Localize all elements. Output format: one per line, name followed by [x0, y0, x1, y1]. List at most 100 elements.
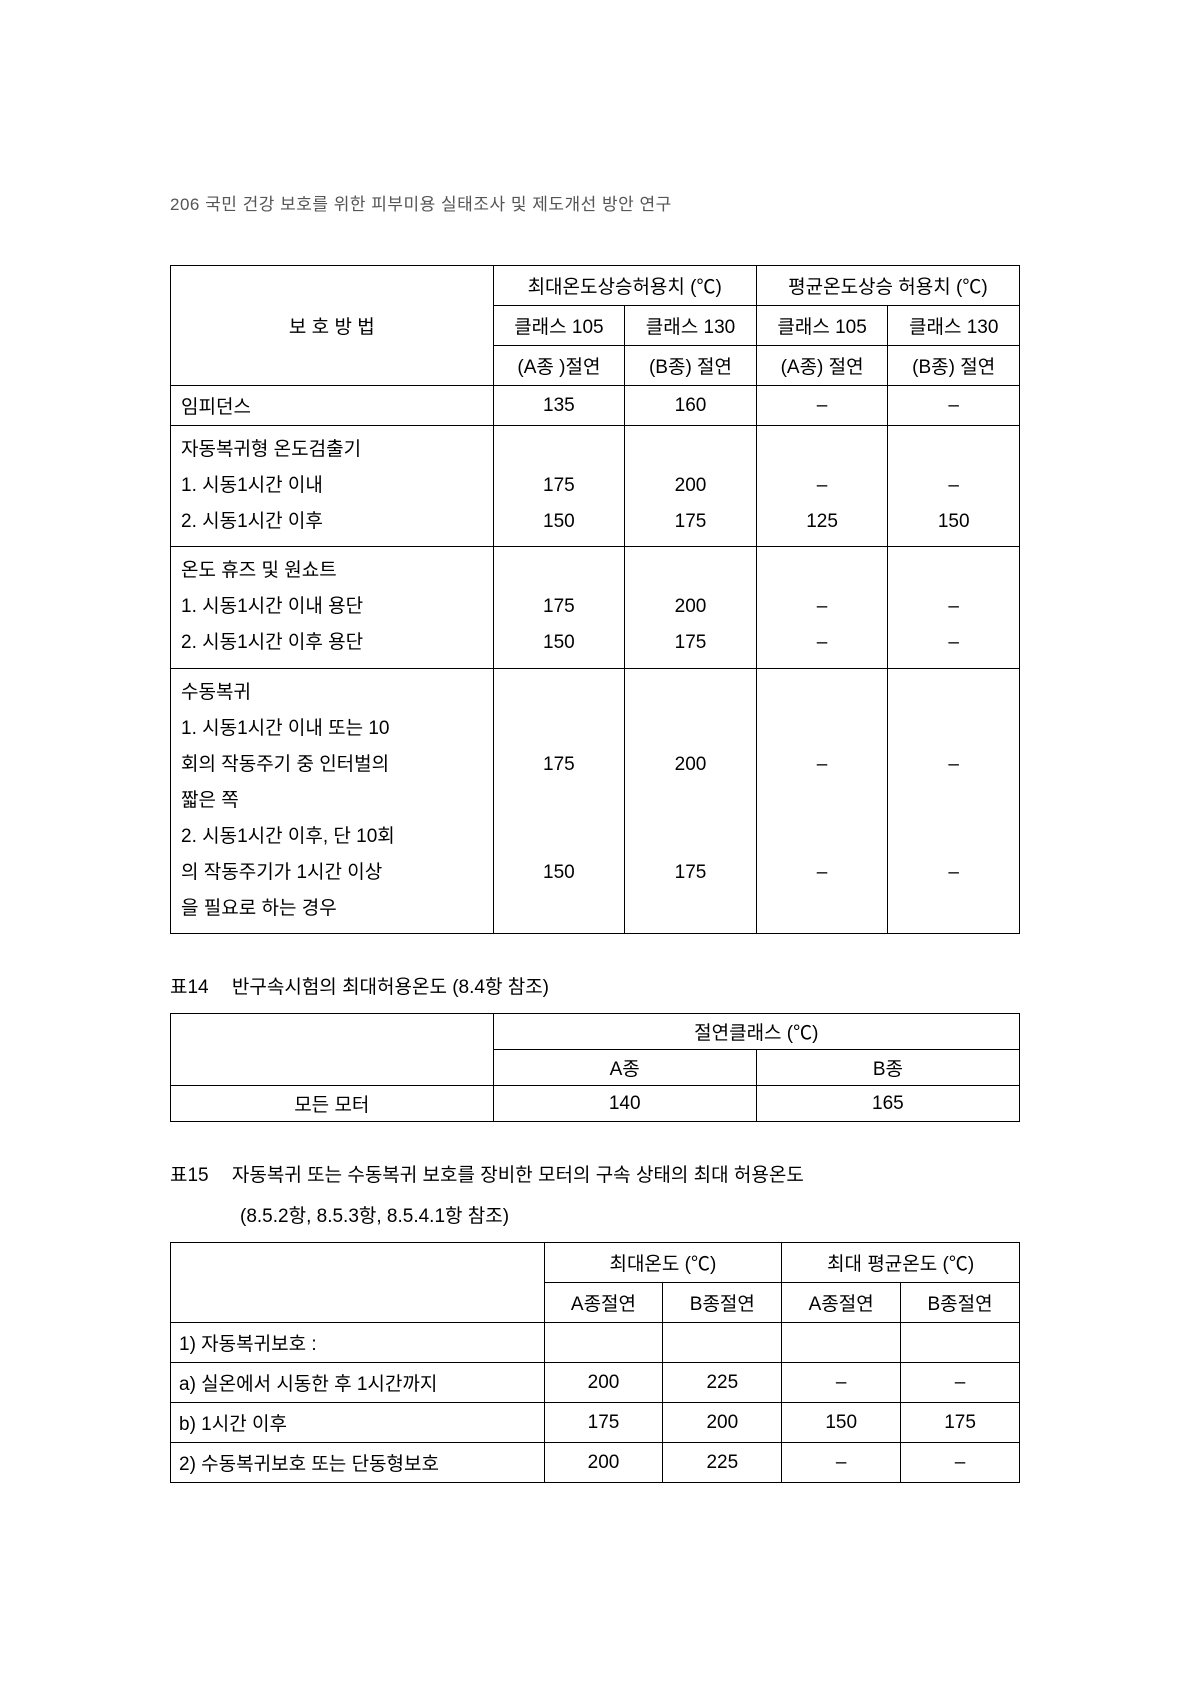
col-empty — [171, 1243, 545, 1323]
cell: – — [888, 386, 1020, 426]
cell: 160 — [625, 386, 757, 426]
cell: 140 — [493, 1086, 756, 1122]
cell: –150 — [888, 426, 1020, 547]
cell: 175150 — [493, 426, 625, 547]
row-label: b) 1시간 이후 — [171, 1403, 545, 1443]
row-sub1: 1. 시동1시간 이내 — [181, 468, 483, 504]
table-protection-method: 보 호 방 법 최대온도상승허용치 (℃) 평균온도상승 허용치 (℃) 클래스… — [170, 265, 1020, 934]
cell: – — [756, 386, 888, 426]
col-header-insulation: 절연클래스 (℃) — [493, 1014, 1019, 1050]
caption-number: 표14 — [170, 977, 209, 998]
col-a-ins: A종절연 — [782, 1283, 901, 1323]
col-a-ins2: (A종) 절연 — [756, 346, 888, 386]
cell: –125 — [756, 426, 888, 547]
table-row: 2) 수동복귀보호 또는 단동형보호 200 225 – – — [171, 1443, 1020, 1483]
page-number: 206 — [170, 195, 200, 214]
caption-number: 표15 — [170, 1165, 209, 1186]
cell: – — [782, 1363, 901, 1403]
table-14: 절연클래스 (℃) A종 B종 모든 모터 140 165 — [170, 1013, 1020, 1122]
row-title: 온도 휴즈 및 원쇼트 — [181, 553, 483, 589]
row-label: 온도 휴즈 및 원쇼트 1. 시동1시간 이내 용단 2. 시동1시간 이후 용… — [171, 547, 494, 668]
table14-caption: 표14 반구속시험의 최대허용온도 (8.4항 참조) — [170, 972, 1020, 999]
table15-caption: 표15 자동복귀 또는 수동복귀 보호를 장비한 모터의 구속 상태의 최대 허… — [170, 1160, 1020, 1228]
col-header-avg: 평균온도상승 허용치 (℃) — [756, 266, 1019, 306]
table-row: a) 실온에서 시동한 후 1시간까지 200 225 – – — [171, 1363, 1020, 1403]
col-a-ins: A종절연 — [544, 1283, 663, 1323]
col-b-ins2: (B종) 절연 — [888, 346, 1020, 386]
cell: 175 150 — [493, 668, 625, 934]
row-title: 자동복귀형 온도검출기 — [181, 432, 483, 468]
cell: 175 — [544, 1403, 663, 1443]
page-header-title: 국민 건강 보호를 위한 피부미용 실태조사 및 제도개선 방안 연구 — [205, 195, 672, 214]
col-header-avg: 최대 평균온도 (℃) — [782, 1243, 1020, 1283]
cell: 165 — [756, 1086, 1019, 1122]
cell — [782, 1323, 901, 1363]
cell: 200 — [663, 1403, 782, 1443]
page-header: 206 국민 건강 보호를 위한 피부미용 실태조사 및 제도개선 방안 연구 — [170, 190, 1020, 215]
cell: 200 — [544, 1363, 663, 1403]
table-row: 자동복귀형 온도검출기 1. 시동1시간 이내 2. 시동1시간 이후 1751… — [171, 426, 1020, 547]
cell: – – — [888, 668, 1020, 934]
row-title: 수동복귀 — [181, 675, 483, 711]
cell — [901, 1323, 1020, 1363]
col-header-method: 보 호 방 법 — [171, 266, 494, 386]
cell: – — [901, 1443, 1020, 1483]
cell: – – — [756, 668, 888, 934]
caption-text: 반구속시험의 최대허용온도 (8.4항 참조) — [232, 977, 549, 998]
col-b: B종 — [756, 1050, 1019, 1086]
row-sub: 1. 시동1시간 이내 또는 10 — [181, 711, 483, 747]
cell: – — [901, 1363, 1020, 1403]
row-sub: 2. 시동1시간 이후, 단 10회 — [181, 819, 483, 855]
caption-subtext: (8.5.2항, 8.5.3항, 8.5.4.1항 참조) — [240, 1201, 1020, 1228]
cell — [663, 1323, 782, 1363]
table-row: 온도 휴즈 및 원쇼트 1. 시동1시간 이내 용단 2. 시동1시간 이후 용… — [171, 547, 1020, 668]
row-label: 임피던스 — [171, 386, 494, 426]
cell: 175150 — [493, 547, 625, 668]
row-sub: 짧은 쪽 — [181, 783, 483, 819]
row-sub1: 1. 시동1시간 이내 용단 — [181, 589, 483, 625]
table-15: 최대온도 (℃) 최대 평균온도 (℃) A종절연 B종절연 A종절연 B종절연… — [170, 1242, 1020, 1483]
col-cls105: 클래스 105 — [493, 306, 625, 346]
col-cls105: 클래스 105 — [756, 306, 888, 346]
cell: 225 — [663, 1363, 782, 1403]
table-row: 모든 모터 140 165 — [171, 1086, 1020, 1122]
row-label: 모든 모터 — [171, 1086, 494, 1122]
row-label: 수동복귀 1. 시동1시간 이내 또는 10 회의 작동주기 중 인터벌의 짧은… — [171, 668, 494, 934]
cell: 175 — [901, 1403, 1020, 1443]
col-a: A종 — [493, 1050, 756, 1086]
table-row: b) 1시간 이후 175 200 150 175 — [171, 1403, 1020, 1443]
col-header-max: 최대온도상승허용치 (℃) — [493, 266, 756, 306]
row-label: 2) 수동복귀보호 또는 단동형보호 — [171, 1443, 545, 1483]
row-sub: 을 필요로 하는 경우 — [181, 891, 483, 927]
cell: – — [782, 1443, 901, 1483]
row-sub: 의 작동주기가 1시간 이상 — [181, 855, 483, 891]
row-label: 1) 자동복귀보호 : — [171, 1323, 545, 1363]
cell: 135 — [493, 386, 625, 426]
col-empty — [171, 1014, 494, 1086]
cell: –– — [756, 547, 888, 668]
cell — [544, 1323, 663, 1363]
cell: –– — [888, 547, 1020, 668]
row-label: a) 실온에서 시동한 후 1시간까지 — [171, 1363, 545, 1403]
row-sub: 회의 작동주기 중 인터벌의 — [181, 747, 483, 783]
row-label: 자동복귀형 온도검출기 1. 시동1시간 이내 2. 시동1시간 이후 — [171, 426, 494, 547]
col-cls130: 클래스 130 — [625, 306, 757, 346]
row-sub2: 2. 시동1시간 이후 용단 — [181, 625, 483, 661]
table-row: 수동복귀 1. 시동1시간 이내 또는 10 회의 작동주기 중 인터벌의 짧은… — [171, 668, 1020, 934]
cell: 225 — [663, 1443, 782, 1483]
cell: 200 175 — [625, 668, 757, 934]
col-b-ins: B종절연 — [901, 1283, 1020, 1323]
cell: 200175 — [625, 426, 757, 547]
cell: 200 — [544, 1443, 663, 1483]
cell: 150 — [782, 1403, 901, 1443]
col-a-ins: (A종 )절연 — [493, 346, 625, 386]
table-row: 1) 자동복귀보호 : — [171, 1323, 1020, 1363]
col-b-ins: (B종) 절연 — [625, 346, 757, 386]
cell: 200175 — [625, 547, 757, 668]
table-row: 임피던스 135 160 – – — [171, 386, 1020, 426]
col-header-max: 최대온도 (℃) — [544, 1243, 782, 1283]
col-b-ins: B종절연 — [663, 1283, 782, 1323]
caption-text: 자동복귀 또는 수동복귀 보호를 장비한 모터의 구속 상태의 최대 허용온도 — [232, 1165, 804, 1186]
row-sub2: 2. 시동1시간 이후 — [181, 504, 483, 540]
col-cls130: 클래스 130 — [888, 306, 1020, 346]
